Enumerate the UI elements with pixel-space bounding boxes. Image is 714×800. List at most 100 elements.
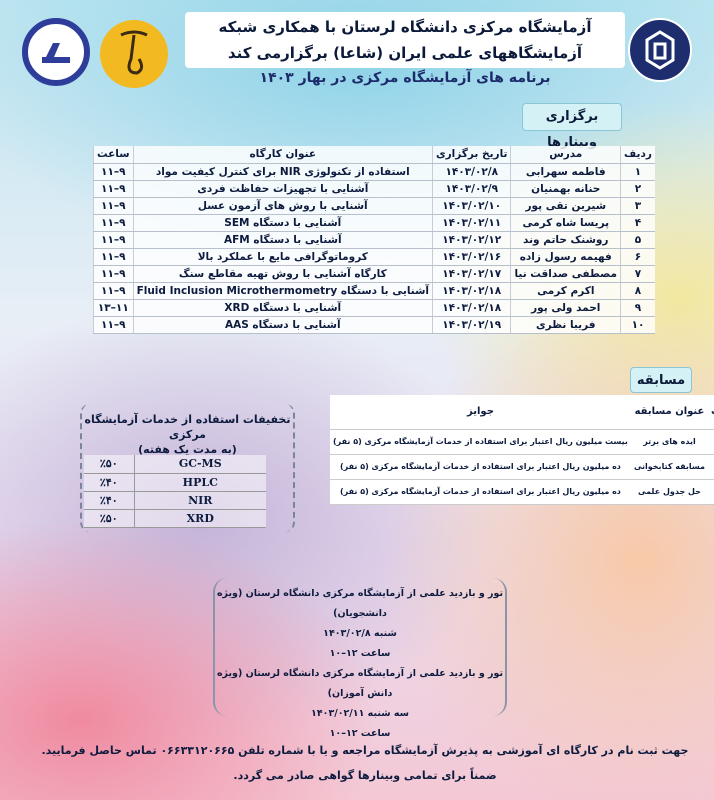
tour-line: ساعت ۱۲–۱۰ <box>329 648 391 659</box>
table-row: ۱ فاطمه سهرابی ۱۴۰۳/۰۲/۸ استفاده از تکنولوژ… <box>93 163 655 181</box>
table-cell: ۴ <box>620 214 655 232</box>
table-cell: ۱ <box>620 163 655 181</box>
table-cell: ۶ <box>620 248 655 266</box>
table-row: ۸ اکرم کرمی ۱۴۰۳/۰۲/۱۸ آشنایی با دستگاه Flu… <box>93 282 655 300</box>
table-cell: ۹–۱۱ <box>93 265 134 283</box>
table-cell: شیرین تقی پور <box>510 197 621 215</box>
table-cell: ۵ <box>620 231 655 249</box>
webinars-column-header: مدرس <box>510 146 621 164</box>
table-row: ۹ احمد ولی پور ۱۴۰۳/۰۲/۱۸ آشنایی با دستگاه … <box>93 299 655 317</box>
page-subtitle: برنامه های آزمایشگاه مرکزی در بهار ۱۴۰۳ <box>259 70 551 86</box>
table-cell: حل جدول علمی <box>630 479 708 505</box>
discounts-heading: تخفیفات استفاده از خدمات آزمایشگاه مرکزی… <box>80 412 295 457</box>
central-lab-logo <box>22 18 90 86</box>
table-cell: کروماتوگرافی مایع با عملکرد بالا <box>132 248 433 266</box>
shaa-logo <box>100 20 168 88</box>
tour-line: ساعت ۱۲–۱۰ <box>329 728 391 739</box>
table-cell: آشنایی با روش های آزمون عسل <box>132 197 433 215</box>
table-cell: ۱۴۰۳/۰۲/۱۸ <box>431 282 511 300</box>
table-cell: آشنایی با دستگاه Fluid Inclusion Microth… <box>132 282 433 300</box>
table-row: ۷ مصطفی صداقت نیا ۱۴۰۳/۰۲/۱۷ کارگاه آشنایی … <box>93 265 655 283</box>
table-row: ۶ فهیمه رسول زاده ۱۴۰۳/۰۲/۱۶ کروماتوگرافی م… <box>93 248 655 266</box>
table-cell: ۹–۱۱ <box>93 214 134 232</box>
table-cell: حنانه بهمنیان <box>510 180 621 198</box>
tour-line: تور و بازدید علمی از آزمایشگاه مرکزی دان… <box>216 588 504 619</box>
table-row: ۵ روشنک حاتم وند ۱۴۰۳/۰۲/۱۲ آشنایی با دستگا… <box>93 231 655 249</box>
header-line-1: آزمایشگاه مرکزی دانشگاه لرستان با همکاری… <box>218 18 592 36</box>
footer-registration-text: جهت ثبت نام در کارگاه ای آموزشی به پذیرش… <box>41 744 689 757</box>
table-cell: آشنایی با تجهیزات حفاظت فردی <box>132 180 433 198</box>
competition-column-header: جوایز <box>330 395 631 430</box>
tours-frame <box>213 578 507 716</box>
table-cell: ۳ <box>620 197 655 215</box>
discounts-subtitle: (به مدت یک هفته) <box>138 443 237 456</box>
table-cell: مسابقه کتابخوانی <box>630 454 708 480</box>
table-cell: ۱۰ <box>620 316 655 334</box>
discounts-table: ٪۵۰ GC-MS ٪۴۰ HPLC ٪۴۰ NIR ٪۵۰ XRD <box>84 455 266 528</box>
table-cell: ۷ <box>620 265 655 283</box>
table-row: ٪۵۰ GC-MS <box>84 455 266 474</box>
header-line-2: آزمایشگاههای علمی ایران (شاعا) برگزارمی … <box>227 44 583 62</box>
tour-line: تور و بازدید علمی از آزمایشگاه مرکزی دان… <box>216 668 504 699</box>
table-cell: ۹–۱۱ <box>93 248 134 266</box>
table-cell: کارگاه آشنایی با روش تهیه مقاطع سنگ <box>132 265 433 283</box>
webinars-column-header: عنوان کارگاه <box>132 146 433 164</box>
table-cell: ۱۴۰۳/۰۲/۱۹ <box>431 316 511 334</box>
table-row: ٪۴۰ HPLC <box>84 473 266 492</box>
discount-percent: ٪۴۰ <box>84 491 135 510</box>
webinars-column-header: تاریخ برگزاری <box>431 146 511 164</box>
header-title: آزمایشگاه مرکزی دانشگاه لرستان با همکاری… <box>185 12 625 68</box>
table-cell: ۹ <box>620 299 655 317</box>
webinars-column-header: ساعت <box>93 146 134 164</box>
table-cell: ۳ <box>707 479 714 505</box>
tour-line: شنبه ۱۴۰۳/۰۲/۸ <box>323 628 397 639</box>
competition-label: مسابقه <box>630 367 692 393</box>
table-cell: ۹–۱۱ <box>93 163 134 181</box>
table-cell: فهیمه رسول زاده <box>510 248 621 266</box>
table-cell: ۱۴۰۳/۰۲/۱۲ <box>431 231 511 249</box>
table-cell: اکرم کرمی <box>510 282 621 300</box>
discount-percent: ٪۴۰ <box>84 473 135 492</box>
table-cell: ۲ <box>707 454 714 480</box>
discounts-title: تخفیفات استفاده از خدمات آزمایشگاه مرکزی <box>84 413 291 441</box>
table-cell: پریسا شاه کرمی <box>510 214 621 232</box>
competition-column-header: ردیف <box>707 395 714 430</box>
discount-instrument: XRD <box>134 509 266 528</box>
table-cell: ۱ <box>707 429 714 455</box>
discounts-frame <box>80 404 295 532</box>
footer-certificate-text: ضمناً برای تمامی وبینارها گواهی صادر می … <box>233 769 497 782</box>
tour-line: سه شنبه ۱۴۰۳/۰۲/۱۱ <box>311 708 409 719</box>
table-cell: فریبا نظری <box>510 316 621 334</box>
table-cell: ۱۴۰۳/۰۲/۱۶ <box>431 248 511 266</box>
table-cell: استفاده از تکنولوژی NIR برای کنترل کیفیت… <box>132 163 433 181</box>
table-cell: فاطمه سهرابی <box>510 163 621 181</box>
table-cell: ۱۴۰۳/۰۲/۱۷ <box>431 265 511 283</box>
lorestan-university-logo <box>628 18 692 82</box>
table-row: ٪۴۰ NIR <box>84 491 266 510</box>
competition-column-header: عنوان مسابقه <box>630 395 708 430</box>
table-cell: ۹–۱۱ <box>93 197 134 215</box>
table-cell: ۱۴۰۳/۰۲/۱۰ <box>431 197 511 215</box>
table-cell: ۱۴۰۳/۰۲/۱۱ <box>431 214 511 232</box>
discount-instrument: NIR <box>134 491 266 510</box>
table-cell: ده میلیون ریال اعتبار برای استفاده از خد… <box>330 479 631 505</box>
table-cell: ایده های برتر <box>630 429 708 455</box>
discount-percent: ٪۵۰ <box>84 509 135 528</box>
table-cell: آشنایی با دستگاه AFM <box>132 231 433 249</box>
table-cell: روشنک حاتم وند <box>510 231 621 249</box>
table-cell: ۱۴۰۳/۰۲/۱۸ <box>431 299 511 317</box>
table-cell: ۲ <box>620 180 655 198</box>
table-cell: ۹–۱۱ <box>93 231 134 249</box>
table-cell: مصطفی صداقت نیا <box>510 265 621 283</box>
tours-section: تور و بازدید علمی از آزمایشگاه مرکزی دان… <box>215 584 505 744</box>
table-row: ۴ پریسا شاه کرمی ۱۴۰۳/۰۲/۱۱ آشنایی با دستگا… <box>93 214 655 232</box>
table-cell: بیست میلیون ریال اعتبار برای استفاده از … <box>330 429 631 455</box>
table-row: ۱۰ فریبا نظری ۱۴۰۳/۰۲/۱۹ آشنایی با دستگاه A… <box>93 316 655 334</box>
table-cell: ۹–۱۱ <box>93 316 134 334</box>
table-cell: ۱۱–۱۳ <box>93 299 134 317</box>
discount-instrument: GC-MS <box>134 455 266 474</box>
